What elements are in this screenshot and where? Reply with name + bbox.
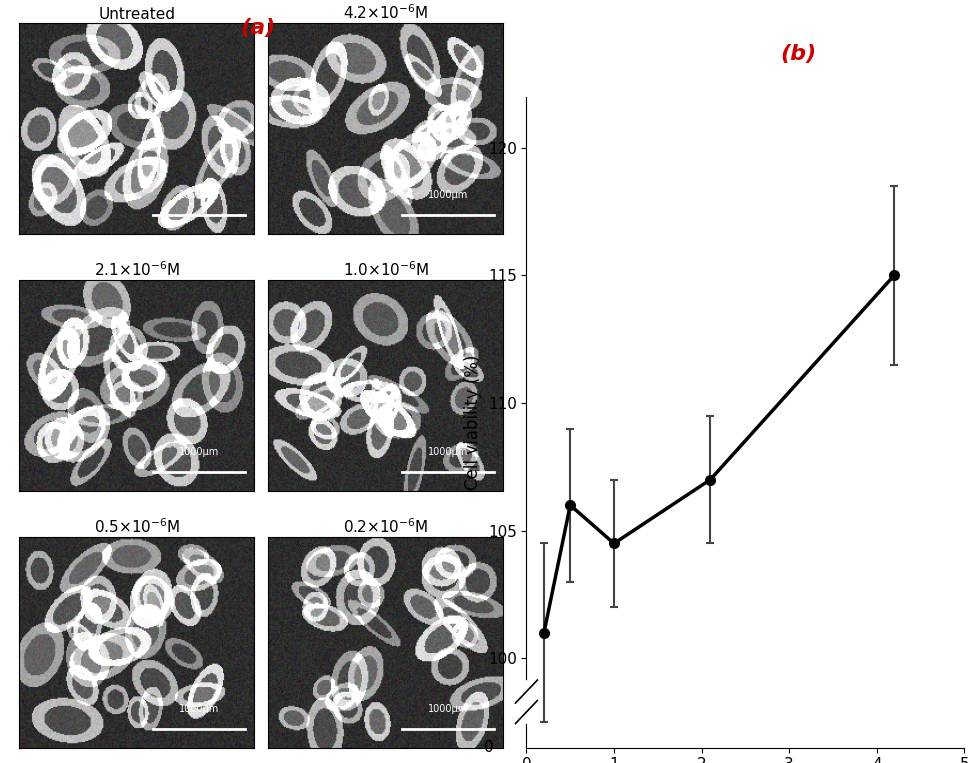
Title: 2.1$\times$10$^{-6}$M: 2.1$\times$10$^{-6}$M <box>94 260 180 278</box>
Text: 0: 0 <box>484 740 494 755</box>
Title: Untreated: Untreated <box>98 7 175 21</box>
Text: (b): (b) <box>780 43 816 63</box>
Title: 0.5$\times$10$^{-6}$M: 0.5$\times$10$^{-6}$M <box>94 517 180 536</box>
Y-axis label: Cell viability (%): Cell viability (%) <box>465 355 482 490</box>
Title: 1.0$\times$10$^{-6}$M: 1.0$\times$10$^{-6}$M <box>343 260 430 278</box>
Title: 0.2$\times$10$^{-6}$M: 0.2$\times$10$^{-6}$M <box>343 517 429 536</box>
Text: (a): (a) <box>241 18 276 37</box>
Title: 4.2$\times$10$^{-6}$M: 4.2$\times$10$^{-6}$M <box>343 3 429 21</box>
Text: 1000μm: 1000μm <box>179 704 219 714</box>
Text: 1000μm: 1000μm <box>179 447 219 457</box>
Text: 1000μm: 1000μm <box>428 190 468 200</box>
Text: 1000μm: 1000μm <box>428 447 468 457</box>
Text: 1000μm: 1000μm <box>428 704 468 714</box>
Text: 1000μm: 1000μm <box>179 190 219 200</box>
